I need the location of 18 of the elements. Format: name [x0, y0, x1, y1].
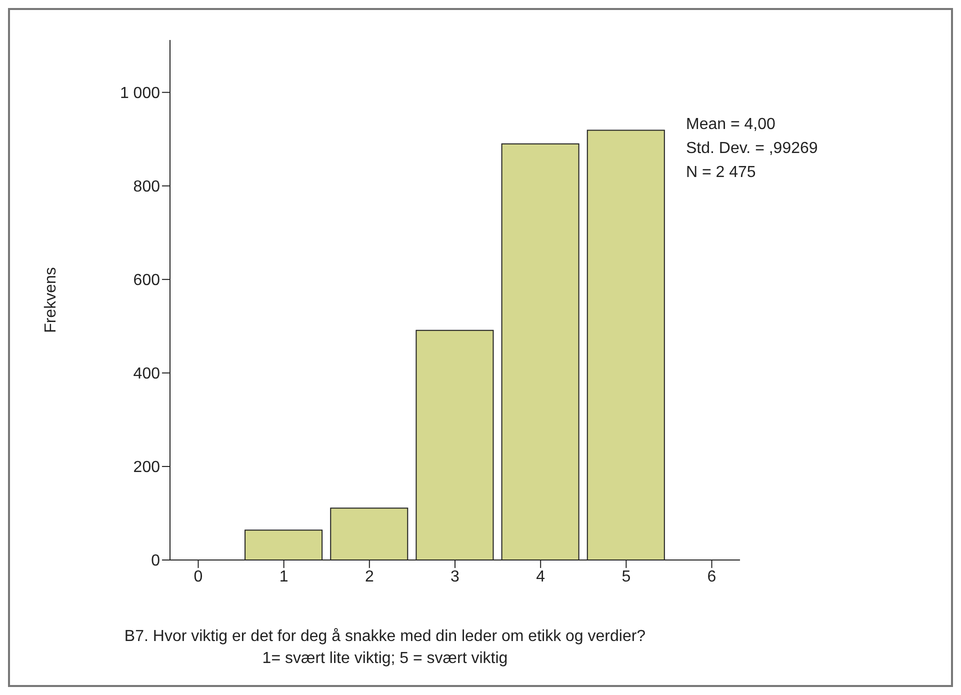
x-tick-label: 0: [194, 568, 203, 586]
y-tick-label: 400: [133, 366, 160, 383]
x-tick-label: 2: [364, 568, 374, 586]
y-tick-label: 0: [151, 552, 160, 570]
y-axis-title: Frekvens: [42, 267, 60, 333]
annotation: Mean = 4,00: [686, 115, 776, 135]
x-tick-label: 3: [450, 568, 460, 586]
x-tick-label: 4: [536, 568, 546, 586]
x-tick-label: 5: [622, 568, 631, 586]
x-tick-label: 1: [279, 568, 288, 586]
y-tick-label: 600: [133, 272, 160, 290]
annotation: Std. Dev. = ,99269: [686, 139, 818, 159]
y-tick-label: 800: [133, 178, 160, 196]
y-tick-label: 1 000: [120, 85, 160, 102]
y-tick-label: 200: [133, 459, 160, 476]
x-axis-title: B7. Hvor viktig er det for deg å snakke med din leder om etikk og verdier? 1= svært lite viktig; 5 = svært viktig: [123, 628, 647, 668]
annotation: N = 2 475: [686, 163, 757, 183]
x-tick-label: 6: [707, 568, 716, 586]
